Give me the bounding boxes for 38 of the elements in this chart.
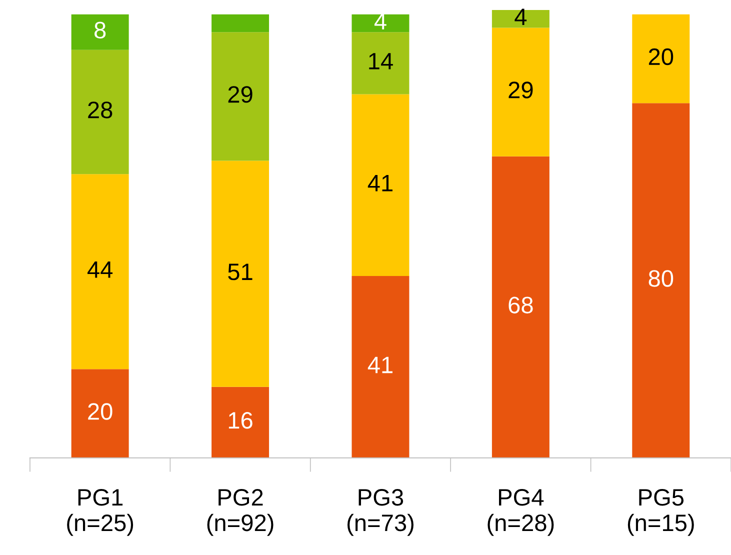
bar: [71, 369, 129, 458]
bar: [352, 32, 410, 94]
x-tick-label: PG3 (n=73): [348, 489, 414, 536]
bar: [492, 10, 550, 28]
bar: [212, 160, 270, 387]
data-label: 4: [374, 13, 386, 30]
bar: [352, 94, 410, 276]
data-label: 28: [88, 102, 112, 118]
data-label: 80: [648, 270, 674, 287]
bar: [212, 386, 270, 458]
data-label: 44: [87, 261, 113, 278]
data-label: 29: [508, 82, 533, 98]
bar: [71, 50, 129, 174]
data-label: 20: [648, 48, 674, 66]
bar: [71, 174, 129, 370]
bar: [492, 156, 550, 458]
x-tick-label: PG5 (n=15): [628, 489, 694, 536]
data-label: 51: [228, 264, 252, 280]
data-label: 41: [368, 356, 392, 374]
data-label: 16: [228, 412, 252, 429]
bar: [71, 14, 129, 50]
data-label: 14: [369, 53, 393, 70]
bar: [352, 276, 410, 458]
data-label: 29: [228, 86, 252, 103]
data-label: 41: [368, 175, 392, 192]
x-tick-label: PG4 (n=28): [488, 489, 554, 536]
data-label: 68: [508, 296, 533, 314]
data-label: 4: [514, 8, 527, 25]
bar: [492, 28, 550, 156]
x-tick-label: PG1 (n=25): [67, 489, 134, 536]
bar: [632, 14, 690, 104]
bar: [212, 14, 270, 32]
x-tick-label: PG2 (n=92): [207, 489, 274, 536]
data-label: 8: [94, 22, 106, 38]
bar: [352, 14, 410, 32]
data-label: 20: [88, 403, 112, 420]
bar: [632, 103, 690, 458]
bar: [212, 32, 270, 161]
